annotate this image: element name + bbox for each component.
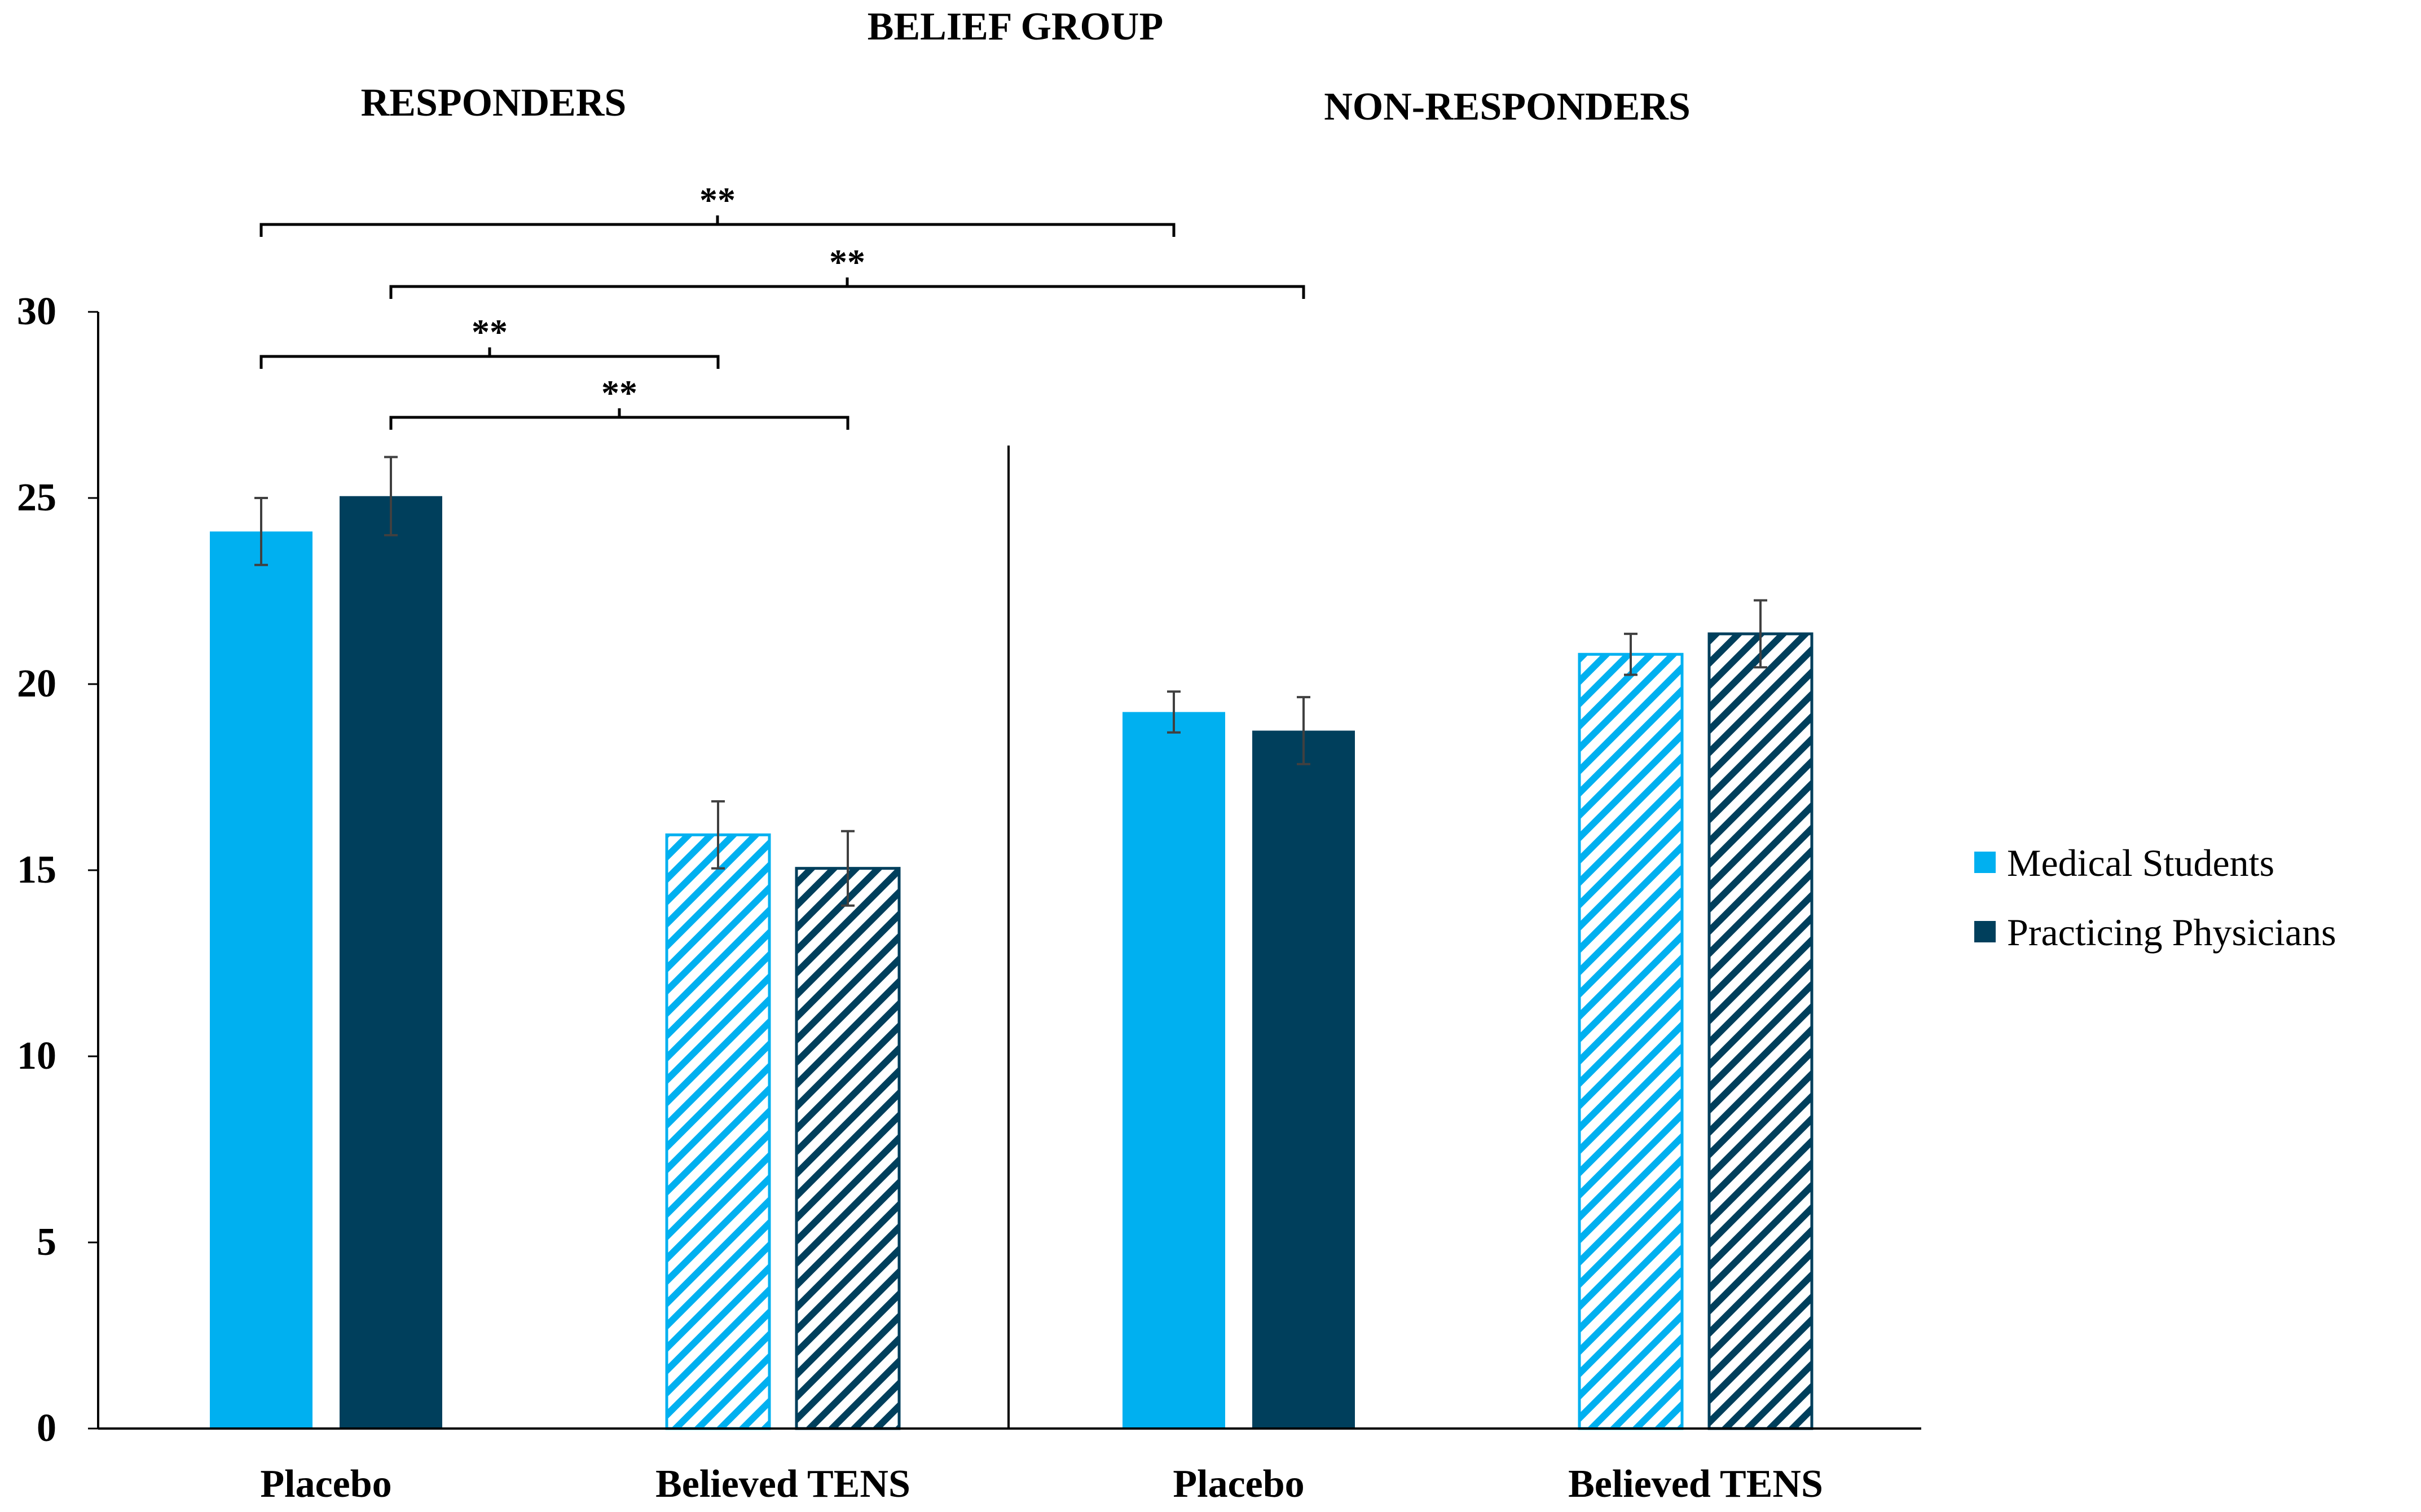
legend-label-medical-students: Medical Students bbox=[2007, 841, 2274, 884]
bar bbox=[210, 531, 312, 1429]
bar bbox=[1707, 632, 1813, 1430]
y-tick-label: 5 bbox=[37, 1220, 56, 1264]
significance-label: ** bbox=[472, 312, 508, 352]
y-tick-label: 30 bbox=[17, 290, 56, 333]
significance-bracket bbox=[259, 347, 720, 369]
bar bbox=[340, 496, 442, 1429]
bar bbox=[1123, 712, 1225, 1429]
significance-bracket bbox=[259, 215, 1176, 237]
bar bbox=[1252, 730, 1355, 1429]
legend-label-practicing-physicians: Practicing Physicians bbox=[2007, 911, 2336, 954]
significance-bracket bbox=[389, 277, 1305, 299]
y-tick-label: 15 bbox=[17, 848, 56, 892]
group-label-non-responders: NON-RESPONDERS bbox=[1324, 85, 1691, 129]
significance-label: ** bbox=[601, 373, 637, 413]
legend-swatch-practicing-physicians bbox=[1974, 921, 1996, 942]
significance-label: ** bbox=[829, 242, 865, 282]
y-tick-label: 10 bbox=[17, 1034, 56, 1078]
chart-marks: 0 5 10 15 20 25 30 Placebo Believed TENS Placebo B… bbox=[17, 180, 1823, 1506]
chart-title: BELIEF GROUP bbox=[868, 5, 1163, 49]
bar bbox=[795, 867, 901, 1430]
bar bbox=[1578, 653, 1684, 1430]
y-tick-label: 25 bbox=[17, 476, 56, 519]
x-tick-label: Placebo bbox=[1173, 1462, 1304, 1506]
y-tick-label: 20 bbox=[17, 662, 56, 706]
legend: Medical Students Practicing Physicians bbox=[1974, 841, 2336, 954]
group-label-responders: RESPONDERS bbox=[361, 81, 627, 125]
x-tick-label: Believed TENS bbox=[1568, 1462, 1823, 1506]
legend-swatch-medical-students bbox=[1974, 852, 1996, 873]
y-tick-label: 0 bbox=[37, 1407, 56, 1450]
x-tick-label: Believed TENS bbox=[655, 1462, 910, 1506]
significance-label: ** bbox=[699, 180, 736, 220]
bar bbox=[665, 833, 771, 1430]
x-tick-label: Placebo bbox=[260, 1462, 391, 1506]
significance-bracket bbox=[389, 408, 849, 430]
